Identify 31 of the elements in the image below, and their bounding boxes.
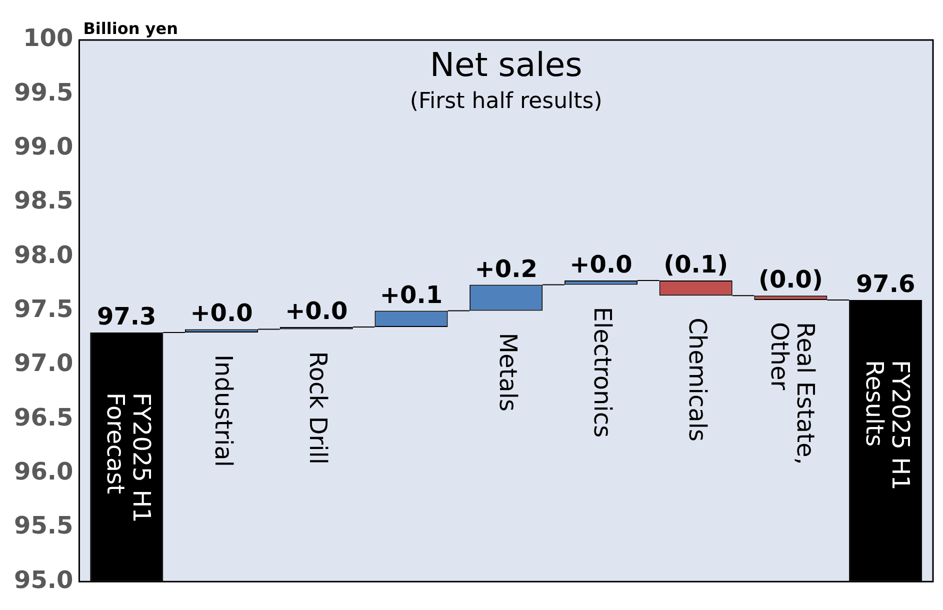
x-tick-label: Industrial — [209, 354, 238, 468]
x-tick-label: Chemicals — [684, 318, 712, 442]
y-tick-label: 100 — [23, 24, 74, 52]
y-tick-label: 99.0 — [14, 132, 74, 161]
y-tick-label: 99.5 — [14, 78, 74, 106]
x-tick-label: FY2025 H1 Forecast — [101, 392, 156, 523]
x-tick-label: Real Estate, Other — [765, 322, 820, 465]
text: (First half results) — [410, 89, 602, 114]
data-label: 97.3 — [97, 302, 156, 330]
y-tick-label: 95.5 — [14, 512, 74, 540]
x-tick-label: Metals — [494, 332, 522, 412]
y-tick-label: 95.0 — [14, 566, 74, 594]
y-tick-label: 98.0 — [14, 240, 74, 269]
y-tick-label: 96.5 — [14, 403, 74, 432]
chart-title: Net sales — [430, 45, 582, 84]
y-tick-label: 98.5 — [14, 186, 74, 215]
data-label: (0.1) — [664, 250, 728, 278]
y-tick-label: 96.0 — [14, 458, 74, 486]
x-tick-label: FY2025 H1 Results — [860, 360, 914, 490]
data-label: +0.2 — [474, 254, 538, 283]
y-tick-label: 97.0 — [14, 349, 74, 378]
data-label: +0.0 — [285, 297, 348, 326]
x-tick-label: Electronics — [588, 306, 617, 438]
data-label: 97.6 — [856, 270, 916, 298]
x-tick-label: Rock Drill — [304, 351, 332, 465]
data-label: +0.0 — [570, 250, 632, 278]
data-label: +0.0 — [190, 299, 253, 328]
y-axis-title: Billion yen — [83, 19, 178, 38]
data-label: +0.1 — [380, 280, 443, 309]
y-tick-label: 97.5 — [14, 295, 74, 324]
data-label: (0.0) — [758, 266, 823, 294]
